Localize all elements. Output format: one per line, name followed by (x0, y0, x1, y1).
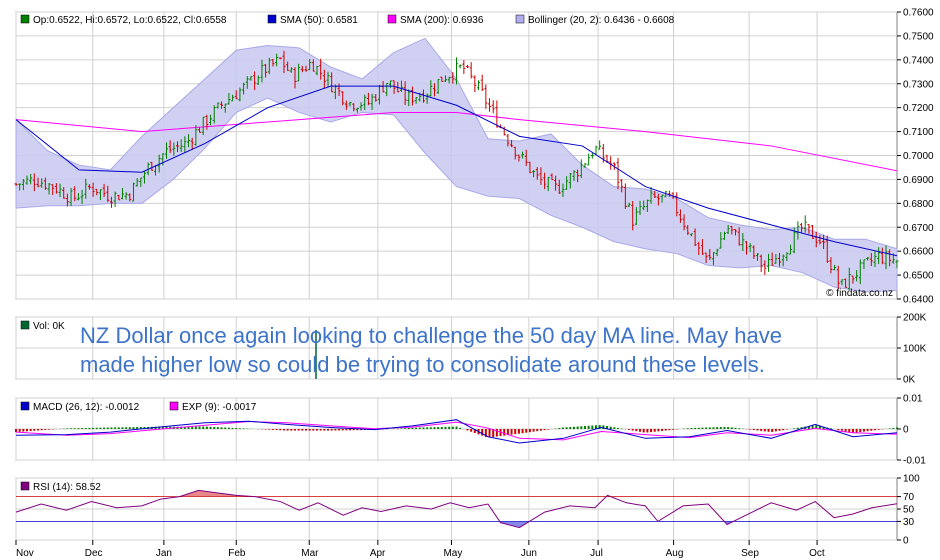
macd-panel: 0.01 0 -0.01 MACD (26, 12): -0.0012 EXP (9)… (15, 394, 926, 467)
price-tick-label: 0.7500 (903, 31, 934, 42)
sma200-line (15, 111, 898, 172)
legend-label: MACD (26, 12): -0.0012 (33, 402, 140, 413)
price-tick-label: 0.7000 (903, 151, 934, 162)
x-tick-label: Mar (301, 548, 319, 559)
legend-label: RSI (14): 58.52 (33, 482, 101, 493)
x-tick-label: Sep (741, 548, 759, 559)
macd-tick-label: 0.01 (903, 394, 923, 405)
price-tick-label: 0.6800 (903, 199, 934, 210)
x-tick-label: Feb (228, 548, 246, 559)
legend-label: Op:0.6522, Hi:0.6572, Lo:0.6522, Cl:0.65… (33, 15, 227, 26)
rsi-grid (15, 477, 897, 541)
price-candles (14, 50, 899, 290)
legend-swatch (387, 14, 397, 24)
legend-swatch (20, 320, 30, 330)
legend-swatch (515, 14, 525, 24)
legend-swatch (267, 14, 277, 24)
legend-label: SMA (200): 0.6936 (400, 15, 484, 26)
volume-tick-label: 0K (903, 375, 916, 386)
macd-line (15, 419, 898, 444)
price-tick-label: 0.6600 (903, 247, 934, 258)
price-tick-label: 0.6900 (903, 175, 934, 186)
macd-tick-label: -0.01 (903, 456, 926, 467)
price-tick-label: 0.7200 (903, 103, 934, 114)
price-tick-label: 0.6400 (903, 295, 934, 306)
rsi-tick-label: 0 (903, 536, 909, 547)
macd-histogram (15, 425, 898, 438)
price-y-axis: 0.6400 0.6500 0.6600 0.6700 0.6800 0.6900 0.70… (897, 8, 934, 306)
x-tick-label: Jul (590, 548, 603, 559)
x-tick-label: Aug (666, 548, 684, 559)
price-tick-label: 0.7600 (903, 8, 934, 19)
rsi-tick-label: 30 (903, 517, 915, 528)
legend-label: EXP (9): -0.0017 (182, 402, 257, 413)
price-tick-label: 0.7400 (903, 55, 934, 66)
sma50-line (15, 85, 898, 257)
rsi-tick-label: 100 (903, 474, 920, 485)
rsi-tick-label: 50 (903, 505, 915, 516)
rsi-legend: RSI (14): 58.52 (20, 481, 101, 493)
price-panel: 0.6400 0.6500 0.6600 0.6700 0.6800 0.6900 0.70… (14, 8, 934, 306)
legend-swatch (20, 14, 30, 24)
rsi-line (15, 489, 898, 529)
x-tick-label: Oct (809, 548, 825, 559)
volume-panel: 200K 100K 0K Vol: 0K (15, 313, 927, 386)
x-tick-label: Jan (156, 548, 172, 559)
price-tick-label: 0.6500 (903, 271, 934, 282)
bollinger-band (15, 37, 898, 293)
annotation-line-1: NZ Dollar once again looking to challeng… (80, 323, 782, 348)
x-axis: Nov Dec Jan Feb Mar Apr May Jun Jul Aug Sep Oct (15, 540, 825, 559)
volume-tick-label: 100K (903, 344, 927, 355)
volume-y-axis: 200K 100K 0K (897, 313, 927, 386)
legend-swatch (20, 481, 30, 491)
macd-legend: MACD (26, 12): -0.0012 EXP (9): -0.0017 (20, 401, 257, 413)
legend-label: SMA (50): 0.6581 (280, 15, 358, 26)
x-tick-label: Apr (370, 548, 386, 559)
price-legend: Op:0.6522, Hi:0.6572, Lo:0.6522, Cl:0.65… (20, 14, 675, 26)
macd-tick-label: 0 (903, 425, 909, 436)
price-tick-label: 0.7300 (903, 79, 934, 90)
price-tick-label: 0.6700 (903, 223, 934, 234)
chart-annotation: NZ Dollar once again looking to challeng… (80, 321, 870, 379)
annotation-line-2: made higher low so could be trying to co… (80, 352, 765, 377)
legend-swatch (169, 401, 179, 411)
rsi-tick-label: 70 (903, 492, 915, 503)
volume-grid (15, 316, 897, 380)
volume-legend: Vol: 0K (20, 320, 65, 332)
legend-label: Bollinger (20, 2): 0.6436 - 0.6608 (528, 15, 675, 26)
x-tick-label: May (443, 548, 462, 559)
legend-label: Vol: 0K (33, 321, 65, 332)
rsi-extreme-area (180, 490, 254, 497)
price-tick-label: 0.7100 (903, 127, 934, 138)
volume-tick-label: 200K (903, 313, 927, 324)
macd-y-axis: 0.01 0 -0.01 (897, 394, 926, 467)
x-tick-label: Dec (85, 548, 103, 559)
watermark: © findata.co.nz (826, 288, 893, 299)
rsi-extreme-area (725, 521, 733, 525)
x-tick-label: Jun (521, 548, 537, 559)
x-tick-label: Nov (16, 548, 34, 559)
legend-swatch (20, 401, 30, 411)
